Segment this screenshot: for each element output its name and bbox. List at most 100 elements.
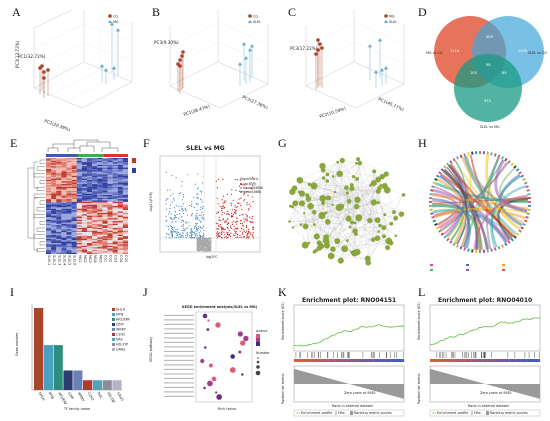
pca-point-group2 <box>242 42 246 46</box>
gsea-color-bar <box>441 359 444 362</box>
heatmap-cell <box>87 244 93 246</box>
chord-arc-segment <box>438 171 442 175</box>
heatmap-cell <box>66 188 72 190</box>
venn-set-label-2: SLEL vs CG <box>528 51 547 55</box>
heatmap-cell <box>97 211 103 213</box>
chord-arc-segment <box>526 189 530 192</box>
chord-arc-segment <box>459 154 463 158</box>
heatmap-cell <box>107 206 113 208</box>
network-node <box>356 157 360 162</box>
volcano-point-down <box>199 236 201 238</box>
pca-c-legend-slel: SLEL <box>389 20 397 24</box>
gsea-color-bar <box>395 359 399 362</box>
heatmap-cell <box>76 186 82 189</box>
pca-a-axis3: PC3(13.72%) <box>15 40 20 68</box>
heatmap-cell <box>122 248 129 250</box>
heatmap-cell <box>76 188 82 190</box>
heatmap-cell <box>92 212 98 215</box>
heatmap-cell <box>56 208 62 211</box>
volcano-point-up <box>221 228 223 230</box>
heatmap-cell <box>46 158 52 160</box>
network-node <box>349 183 354 187</box>
volcano-point-down <box>193 206 195 209</box>
network-edge <box>325 188 380 213</box>
volcano-point-up <box>249 216 251 218</box>
heatmap-cell <box>87 210 93 212</box>
gsea-rank-bar <box>447 373 448 384</box>
heatmap-cell <box>71 175 77 178</box>
gsea-rank-bar <box>497 384 498 388</box>
network-node <box>331 175 335 178</box>
heatmap-cell <box>122 221 129 223</box>
heatmap-cell <box>122 196 129 198</box>
network-node <box>336 160 340 164</box>
heatmap-cell <box>97 247 103 249</box>
heatmap-cell <box>51 163 57 165</box>
pca-point-group2 <box>374 70 378 74</box>
volcano-point-down <box>190 203 193 205</box>
heatmap-cell <box>71 216 77 219</box>
heatmap-cell <box>56 173 62 175</box>
heatmap-cell <box>117 203 123 205</box>
volcano-point-down <box>188 225 190 227</box>
volcano-point-down <box>193 231 195 233</box>
volcano-point-down <box>171 225 173 227</box>
gsea-rank-bar <box>371 384 372 390</box>
volcano-point-up <box>224 220 226 222</box>
heatmap-cell <box>61 240 67 242</box>
gsea-rank-bar <box>468 379 469 384</box>
heatmap-cell <box>56 160 62 163</box>
volcano-point-down <box>172 197 175 200</box>
heatmap-cell <box>92 178 98 180</box>
heatmap-cell <box>102 171 108 174</box>
network-edge <box>316 236 348 241</box>
heatmap-cell <box>107 232 113 234</box>
volcano-point-down <box>182 227 185 230</box>
volcano-point-nosig <box>207 241 209 244</box>
volcano-point-down <box>170 230 172 232</box>
heatmap-cell <box>117 216 123 219</box>
heatmap-cell <box>46 211 52 213</box>
panel-label-c: C <box>288 5 297 19</box>
volcano-point-down <box>165 199 167 201</box>
heatmap-cell <box>81 195 88 197</box>
heatmap-cell <box>76 214 82 216</box>
gsea-rank-bar <box>508 384 509 391</box>
heatmap-cell <box>102 197 108 200</box>
network-edge <box>369 202 379 221</box>
heatmap-cell <box>112 200 118 202</box>
gsea-rank-bar <box>327 378 328 384</box>
volcano-point-down <box>197 173 199 175</box>
heatmap-cell <box>92 206 98 208</box>
heatmap-cell <box>66 222 72 224</box>
heatmap-cell <box>51 237 57 239</box>
volcano-point-nosig <box>209 250 211 252</box>
volcano-point-down <box>175 220 177 223</box>
gsea-rank-bar <box>318 375 319 384</box>
volcano-point-up <box>252 221 254 223</box>
volcano-point-down <box>185 221 187 223</box>
heatmap-cell <box>87 185 93 187</box>
gsea-rank-bar <box>325 377 326 384</box>
volcano-point-up <box>243 184 245 186</box>
heatmap-cell <box>56 193 62 196</box>
gsea-rank-bar <box>505 384 506 390</box>
tf-legend-swatch <box>112 328 115 331</box>
gsea-rank-bar <box>307 372 308 384</box>
network-edge <box>301 178 324 204</box>
heatmap-cell <box>117 211 123 213</box>
volcano-point-down <box>170 204 172 206</box>
network-node <box>312 223 316 226</box>
volcano-point-down <box>178 236 180 239</box>
heatmap-cell <box>92 248 98 250</box>
heatmap-cell <box>97 190 103 193</box>
heatmap-cell <box>107 162 113 164</box>
heatmap-cell <box>97 206 103 208</box>
venn-diagram: MG vs CG SLEL vs CG SLEL vs MG 1116 409 … <box>426 16 547 129</box>
heatmap-cell <box>61 244 67 246</box>
heatmap-cell <box>102 167 108 170</box>
heatmap-cell <box>92 186 98 189</box>
network-node <box>354 161 358 165</box>
heatmap-cell <box>66 182 72 185</box>
network-edge <box>316 192 336 237</box>
